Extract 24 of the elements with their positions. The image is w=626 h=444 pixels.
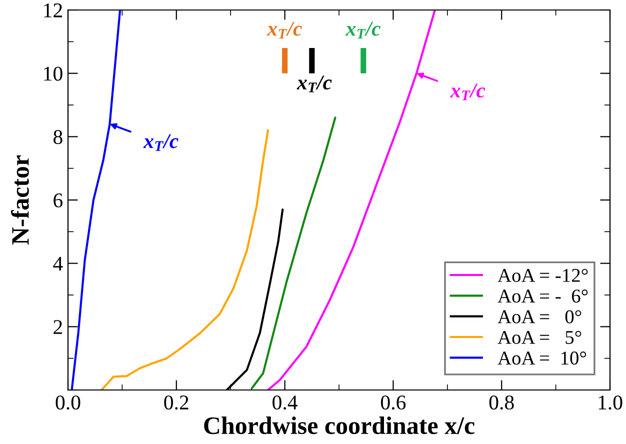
legend-label: AoA = - 6° xyxy=(498,290,588,303)
y-tick-label: 12 xyxy=(44,3,62,18)
y-tick-label: 10 xyxy=(44,66,62,81)
annotation: x$_{T}$/c xyxy=(143,134,178,151)
legend-label: AoA = 5° xyxy=(498,330,582,344)
y-axis-title: N-factor xyxy=(11,155,29,245)
x-tick-label: 0.8 xyxy=(489,395,514,410)
x-tick-label: 0.4 xyxy=(272,395,298,410)
x-tick-label: 1.0 xyxy=(598,395,622,410)
annotation: x$_{T}$/c xyxy=(266,22,302,38)
legend-label: AoA = 10° xyxy=(498,352,586,365)
y-tick-label: 8 xyxy=(54,130,62,144)
x-axis-title: Chordwise coordinate x/c xyxy=(204,416,474,434)
annotation: x$_{T}$/c xyxy=(346,22,380,38)
annotation: x$_{T}$/c xyxy=(450,84,486,100)
legend-label: AoA = 0° xyxy=(498,310,582,324)
x-tick-label: 0.2 xyxy=(164,395,188,410)
y-tick-label: 2 xyxy=(54,320,62,334)
x-tick-label: 0.0 xyxy=(56,395,80,410)
x-tick-label: 0.6 xyxy=(380,395,406,410)
y-tick-label: 4 xyxy=(53,256,63,271)
y-tick-label: 6 xyxy=(54,193,63,208)
annotation: x$_{T}$/c xyxy=(296,76,332,92)
legend-label: AoA = -12° xyxy=(498,268,588,282)
